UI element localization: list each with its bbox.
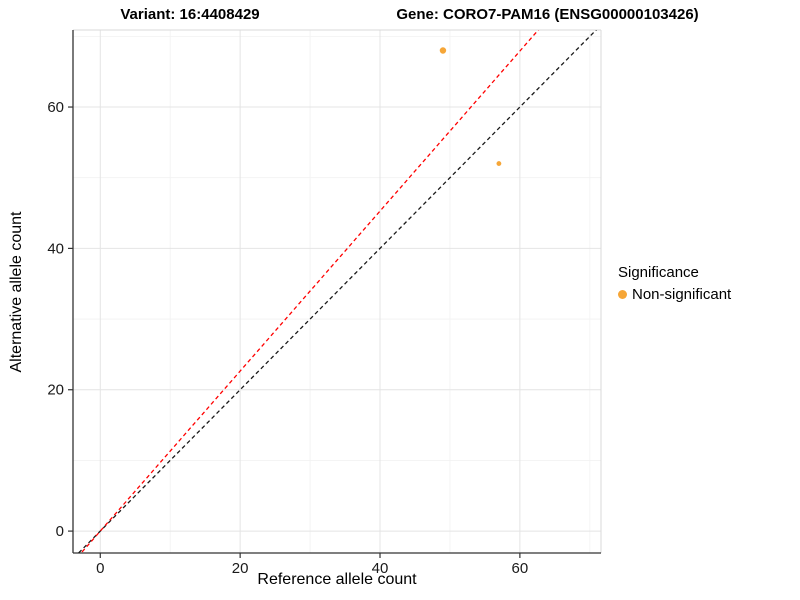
ratio-line [80, 30, 540, 553]
x-tick-label: 0 [96, 560, 104, 577]
y-tick-label: 20 [47, 382, 64, 399]
variant-title: Variant: 16:4408429 [120, 6, 260, 23]
data-point [496, 161, 502, 166]
x-tick-label: 20 [232, 560, 249, 577]
y-tick-label: 60 [47, 99, 64, 116]
legend-title: Significance [618, 264, 699, 281]
y-tick-label: 0 [56, 523, 64, 540]
x-axis-title: Reference allele count [257, 571, 417, 588]
legend-point-icon [618, 290, 627, 299]
y-axis-title: Alternative allele count [8, 211, 25, 373]
gene-title: Gene: CORO7-PAM16 (ENSG00000103426) [396, 6, 699, 23]
identity-line [77, 30, 598, 553]
legend-item-label: Non-significant [632, 286, 732, 303]
legend: Significance Non-significant [618, 264, 731, 303]
data-point [439, 47, 447, 54]
x-tick-label: 60 [512, 560, 529, 577]
legend-item-non-significant: Non-significant [618, 286, 731, 303]
x-tick-label: 40 [372, 560, 389, 577]
y-tick-label: 40 [47, 240, 64, 257]
